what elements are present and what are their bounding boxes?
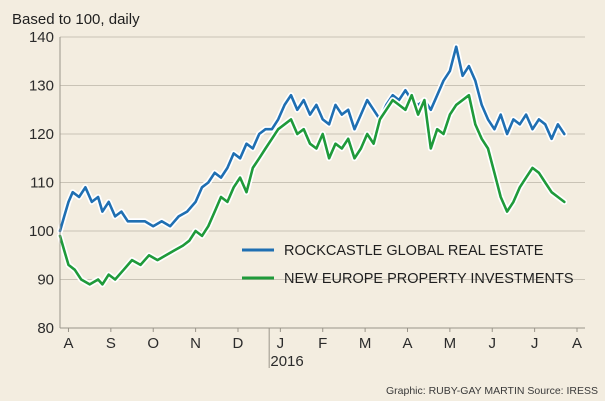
legend-label: ROCKCASTLE GLOBAL REAL ESTATE [284,243,544,259]
y-tick-label: 120 [29,126,54,143]
x-tick-label: N [190,335,201,352]
x-tick-label: A [402,335,412,352]
chart-subtitle: Based to 100, daily [12,11,140,28]
x-tick-label: M [359,335,372,352]
y-tick-label: 130 [29,78,54,95]
y-tick-label: 140 [29,29,54,46]
y-tick-label: 90 [37,272,54,289]
year-label: 2016 [270,353,303,370]
x-tick-label: D [233,335,244,352]
y-tick-label: 80 [37,320,54,337]
x-tick-label: O [147,335,159,352]
series-line-2 [58,93,566,286]
y-tick-label: 110 [30,175,54,192]
x-tick-label: A [63,335,73,352]
y-tick-label: 100 [29,223,54,240]
x-tick-label: J [488,335,496,352]
x-tick-label: A [572,335,582,352]
legend-label: NEW EUROPE PROPERTY INVESTMENTS [284,271,574,287]
x-tick-label: J [531,335,539,352]
x-tick-label: J [277,335,285,352]
series-lines [57,43,568,288]
series-line-1 [58,45,566,233]
axes: 80 90 100 110 120 130 140 A S O N D J F M A M J J A 2016 [29,29,585,370]
x-tick-label: S [106,335,116,352]
x-tick-label: M [444,335,457,352]
chart-credit: Graphic: RUBY-GAY MARTIN Source: IRESS [386,385,598,397]
legend: ROCKCASTLE GLOBAL REAL ESTATE NEW EUROPE … [242,243,574,287]
x-tick-label: F [318,335,327,352]
